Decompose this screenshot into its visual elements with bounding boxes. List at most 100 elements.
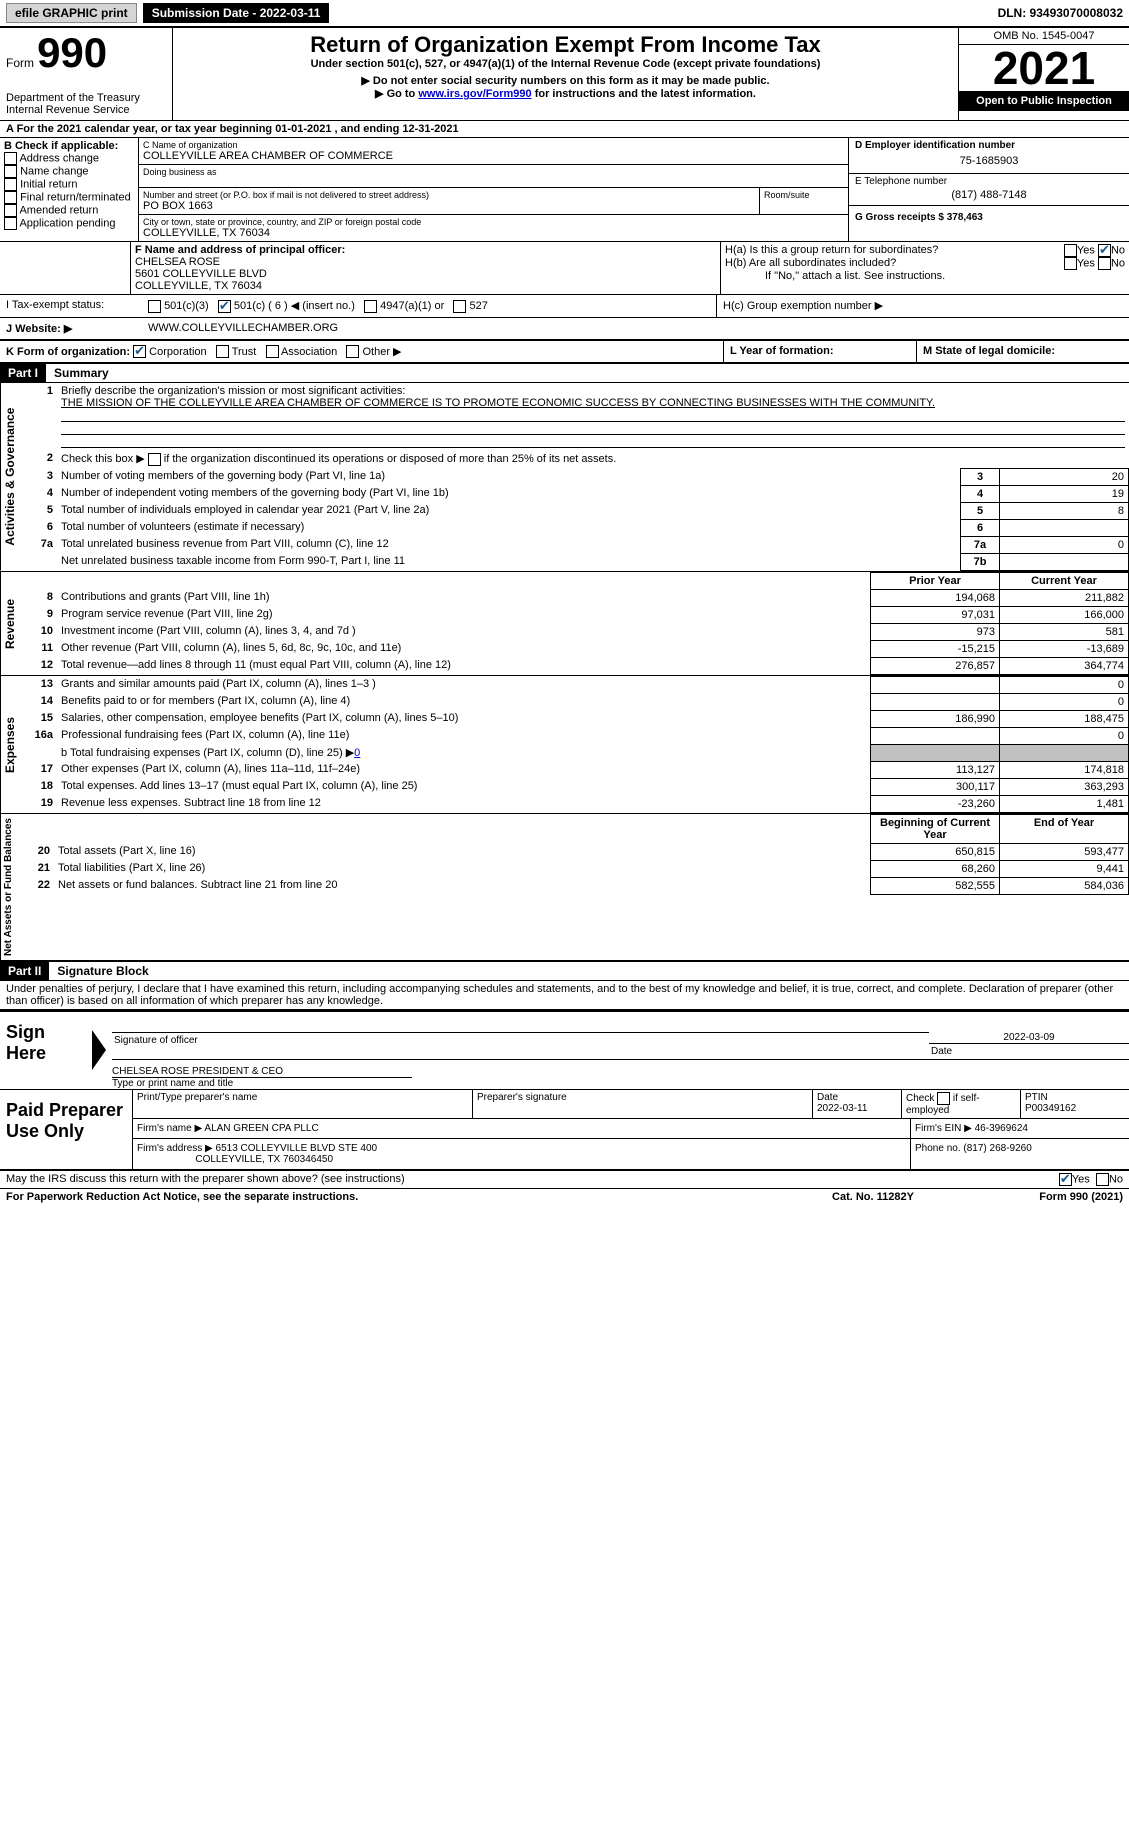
hb-label: H(b) Are all subordinates included? — [725, 257, 896, 270]
cb-final[interactable] — [4, 191, 17, 204]
l16b-val[interactable]: 0 — [354, 747, 360, 759]
cb-name-change[interactable] — [4, 165, 17, 178]
vlabel-exp: Expenses — [0, 676, 19, 813]
expenses-section: Expenses 13Grants and similar amounts pa… — [0, 676, 1129, 814]
klm-row: K Form of organization: Corporation Trus… — [0, 341, 1129, 364]
l4-text: Number of independent voting members of … — [57, 485, 961, 502]
cb-hb-no[interactable] — [1098, 257, 1111, 270]
sub-date-btn[interactable]: Submission Date - 2022-03-11 — [143, 3, 330, 23]
efile-btn[interactable]: efile GRAPHIC print — [6, 3, 137, 23]
cb-discuss-no[interactable] — [1096, 1173, 1109, 1186]
officer-name: CHELSEA ROSE — [135, 256, 716, 268]
preparer-section: Paid Preparer Use Only Print/Type prepar… — [0, 1090, 1129, 1171]
vlabel-gov: Activities & Governance — [0, 383, 19, 571]
cb-discuss-yes[interactable] — [1059, 1173, 1072, 1186]
tax-year: 2021 — [959, 45, 1129, 91]
address: PO BOX 1663 — [143, 200, 755, 212]
cb-trust[interactable] — [216, 345, 229, 358]
firm-addr: 6513 COLLEYVILLE BLVD STE 400 — [216, 1143, 378, 1154]
cb-ha-yes[interactable] — [1064, 244, 1077, 257]
note2-pre: ▶ Go to — [375, 88, 418, 100]
cb-amended[interactable] — [4, 204, 17, 217]
org-name: COLLEYVILLE AREA CHAMBER OF COMMERCE — [143, 150, 844, 162]
officer-addr1: 5601 COLLEYVILLE BLVD — [135, 268, 716, 280]
date-label: Date — [929, 1043, 1129, 1059]
l7b-val — [1000, 553, 1129, 570]
j-label: J Website: ▶ — [0, 318, 142, 339]
l6-val — [1000, 519, 1129, 536]
firm-ein: 46-3969624 — [975, 1123, 1028, 1134]
l4-val: 19 — [1000, 485, 1129, 502]
m-label: M State of legal domicile: — [916, 341, 1129, 363]
cb-4947[interactable] — [364, 300, 377, 313]
l3-val: 20 — [1000, 468, 1129, 485]
e-label: E Telephone number — [855, 176, 1123, 187]
part1-title: Summary — [46, 364, 117, 382]
i-row: I Tax-exempt status: 501(c)(3) 501(c) ( … — [0, 295, 1129, 318]
part1-header: Part I Summary — [0, 363, 1129, 383]
sig-officer-label: Signature of officer — [112, 1032, 929, 1059]
cb-other[interactable] — [346, 345, 359, 358]
activities-section: Activities & Governance 1 Briefly descri… — [0, 383, 1129, 572]
footer-row: For Paperwork Reduction Act Notice, see … — [0, 1189, 1129, 1205]
l5-val: 8 — [1000, 502, 1129, 519]
k-label: K Form of organization: — [6, 346, 130, 358]
type-name-label: Type or print name and title — [112, 1078, 1129, 1089]
info-block: B Check if applicable: Address change Na… — [0, 138, 1129, 242]
cb-501c3[interactable] — [148, 300, 161, 313]
l7a-val: 0 — [1000, 536, 1129, 553]
b-label: B Check if applicable: — [4, 140, 134, 152]
cb-501c[interactable] — [218, 300, 231, 313]
mission: THE MISSION OF THE COLLEYVILLE AREA CHAM… — [61, 397, 935, 409]
l5-text: Total number of individuals employed in … — [57, 502, 961, 519]
prep-print-label: Print/Type preparer's name — [133, 1090, 473, 1118]
current-year-hdr: Current Year — [1000, 572, 1129, 589]
cb-addr-change[interactable] — [4, 152, 17, 165]
l3-text: Number of voting members of the governin… — [57, 468, 961, 485]
declaration: Under penalties of perjury, I declare th… — [0, 981, 1129, 1010]
discuss-text: May the IRS discuss this return with the… — [6, 1173, 1059, 1186]
section-b: B Check if applicable: Address change Na… — [0, 138, 139, 241]
cb-app-pending[interactable] — [4, 217, 17, 230]
l7b-text: Net unrelated business taxable income fr… — [57, 553, 961, 570]
irs-link[interactable]: www.irs.gov/Form990 — [418, 88, 531, 100]
form-title: Return of Organization Exempt From Incom… — [179, 32, 952, 58]
subtitle: Under section 501(c), 527, or 4947(a)(1)… — [179, 58, 952, 70]
form-label: Form — [6, 56, 34, 70]
pra-notice: For Paperwork Reduction Act Notice, see … — [6, 1191, 773, 1203]
firm-name: ALAN GREEN CPA PLLC — [204, 1123, 318, 1134]
top-bar: efile GRAPHIC print Submission Date - 20… — [0, 0, 1129, 26]
note1: ▶ Do not enter social security numbers o… — [179, 74, 952, 87]
cb-corp[interactable] — [133, 345, 146, 358]
part2-header: Part II Signature Block — [0, 961, 1129, 981]
cb-initial[interactable] — [4, 178, 17, 191]
dln: DLN: 93493070008032 — [998, 6, 1123, 20]
cb-ha-no[interactable] — [1098, 244, 1111, 257]
addr-label: Number and street (or P.O. box if mail i… — [143, 190, 755, 200]
part2-label: Part II — [0, 962, 49, 980]
net-assets-section: Net Assets or Fund Balances Beginning of… — [0, 814, 1129, 961]
f-label: F Name and address of principal officer: — [135, 244, 716, 256]
officer-addr2: COLLEYVILLE, TX 76034 — [135, 280, 716, 292]
cb-discontinued[interactable] — [148, 453, 161, 466]
cb-527[interactable] — [453, 300, 466, 313]
sig-date: 2022-03-09 — [929, 1032, 1129, 1043]
prep-title: Paid Preparer Use Only — [0, 1090, 132, 1169]
officer-print: CHELSEA ROSE PRESIDENT & CEO — [112, 1066, 412, 1078]
cb-hb-yes[interactable] — [1064, 257, 1077, 270]
open-public: Open to Public Inspection — [959, 91, 1129, 111]
l16b-label: b Total fundraising expenses (Part IX, c… — [61, 747, 354, 759]
j-row: J Website: ▶ WWW.COLLEYVILLECHAMBER.ORG — [0, 318, 1129, 341]
cb-assoc[interactable] — [266, 345, 279, 358]
l-label: L Year of formation: — [723, 341, 916, 363]
firm-phone: (817) 268-9260 — [963, 1143, 1031, 1154]
form-header: Form 990 Department of the Treasury Inte… — [0, 26, 1129, 121]
discuss-row: May the IRS discuss this return with the… — [0, 1171, 1129, 1189]
cb-self-emp[interactable] — [937, 1092, 950, 1105]
cat-no: Cat. No. 11282Y — [773, 1191, 973, 1203]
website: WWW.COLLEYVILLECHAMBER.ORG — [142, 318, 1129, 339]
hc-label: H(c) Group exemption number ▶ — [716, 295, 1129, 317]
l2-text: Check this box ▶ if the organization dis… — [61, 453, 616, 465]
l1-text: Briefly describe the organization's miss… — [61, 385, 405, 397]
f-h-row: F Name and address of principal officer:… — [0, 242, 1129, 295]
